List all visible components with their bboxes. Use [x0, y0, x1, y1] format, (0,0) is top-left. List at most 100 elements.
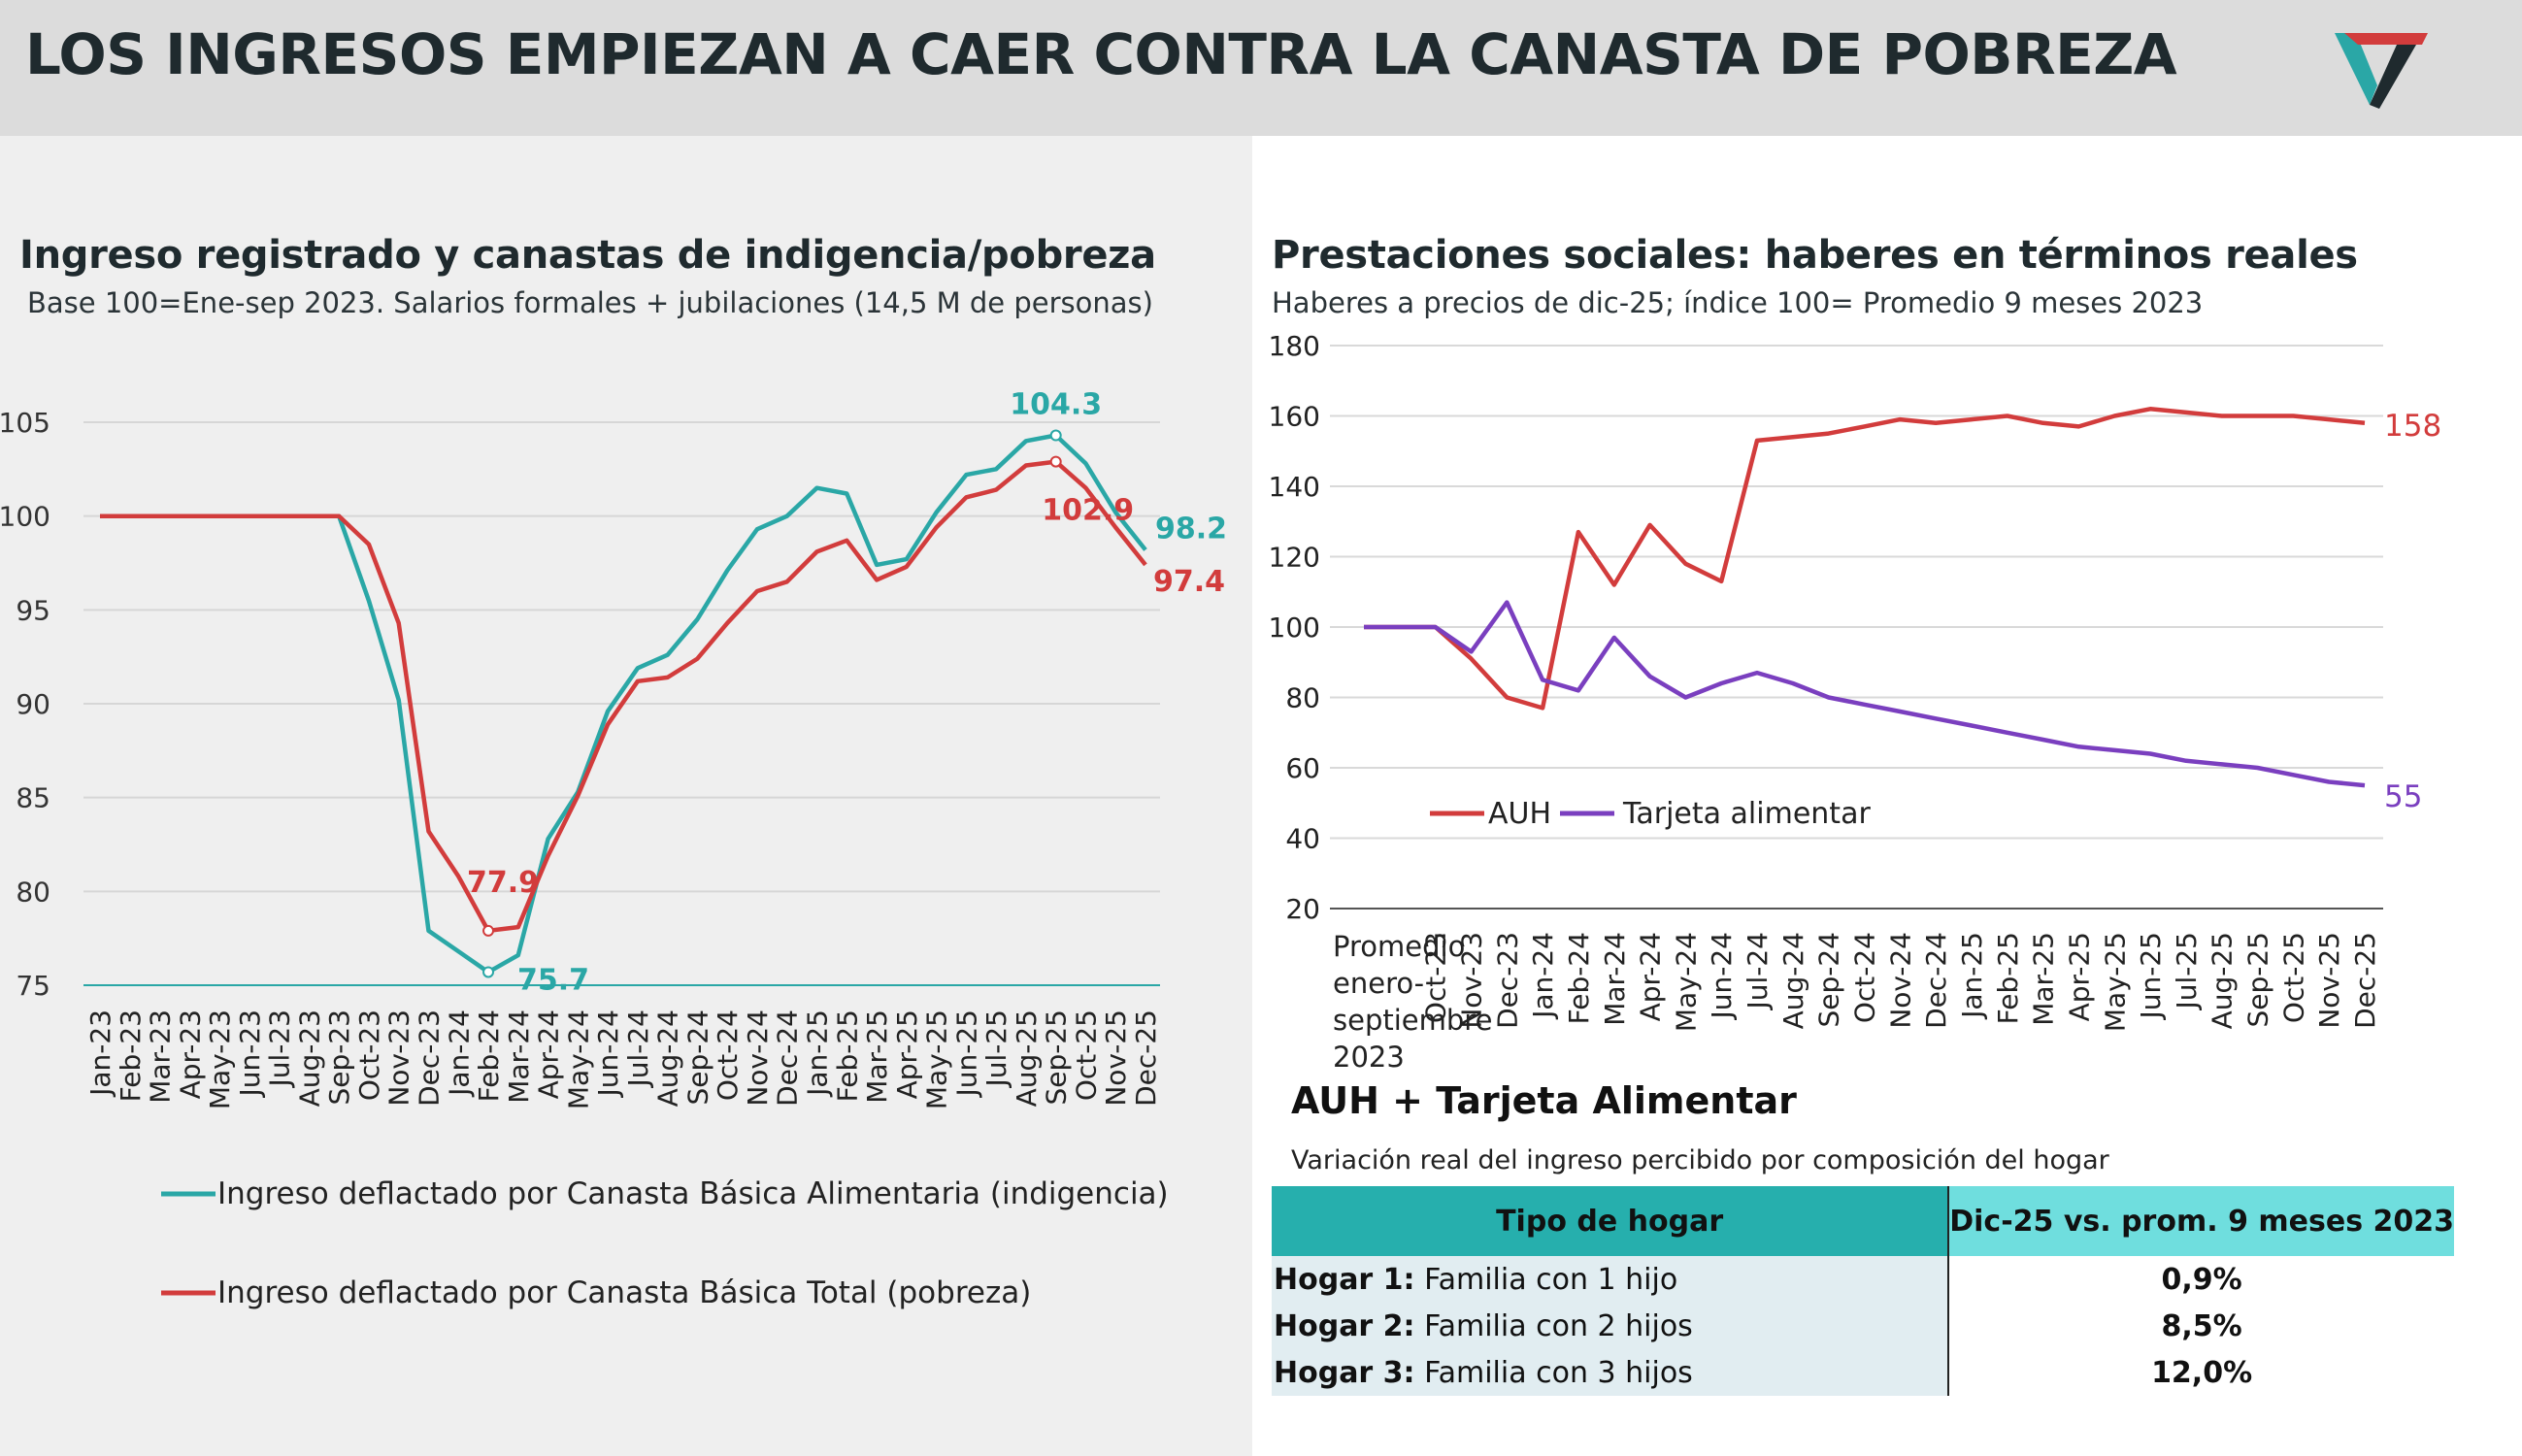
data-label: 75.7: [517, 963, 589, 997]
x-tick-label: Sep-24: [681, 1009, 713, 1106]
x-tick-label: Apr-25: [2063, 932, 2095, 1021]
x-tick-label: Dec-23: [1491, 932, 1523, 1029]
row-desc: Familia con 2 hijos: [1414, 1308, 1693, 1343]
x-tick-label: Dec-25: [1130, 1009, 1162, 1107]
x-tick-label: Dec-24: [1920, 932, 1952, 1029]
x-tick-label: May-25: [921, 1009, 953, 1109]
x-tick-label: Jul-25: [2171, 932, 2203, 1011]
x-tick-label: Nov-23: [383, 1009, 415, 1107]
data-label: 98.2: [1155, 512, 1227, 546]
x-tick-label: Oct-23: [353, 1009, 385, 1101]
legend-label: Tarjeta alimentar: [1622, 797, 1871, 831]
x-tick-label: Nov-23: [1455, 932, 1487, 1029]
table-header-row: Tipo de hogar Dic-25 vs. prom. 9 meses 2…: [1272, 1186, 2454, 1256]
x-tick-label: Mar-24: [503, 1009, 535, 1104]
y-tick-label: 20: [1285, 893, 1320, 925]
x-tick-label: Sep-23: [323, 1009, 355, 1106]
table-subtitle: Variación real del ingreso percibido por…: [1291, 1145, 2109, 1175]
y-tick-label: 60: [1285, 752, 1320, 784]
table-row: Hogar 2: Familia con 2 hijos 8,5%: [1272, 1303, 2454, 1349]
y-tick-label: 90: [16, 688, 50, 720]
header-bar: LOS INGRESOS EMPIEZAN A CAER CONTRA LA C…: [0, 0, 2522, 136]
left-chart-subtitle: Base 100=Ene-sep 2023. Salarios formales…: [27, 286, 1153, 319]
row-desc: Familia con 1 hijo: [1414, 1262, 1678, 1297]
logo-red-bar: [2344, 33, 2428, 45]
x-tick-label: Feb-24: [1563, 932, 1595, 1024]
x-tick-label: Feb-25: [1992, 932, 2024, 1024]
x-tick-label: May-25: [2099, 932, 2131, 1032]
y-tick-label: 100: [0, 501, 50, 533]
brand-logo-icon: [2335, 33, 2428, 109]
x-tick-label: Jul-25: [980, 1009, 1012, 1089]
y-tick-label: 95: [16, 594, 50, 626]
left-line-chart: 75 80 85 90 95 100 105 Jan-23Feb-23Mar-23Apr-23…: [0, 388, 1227, 1310]
table-row: Hogar 3: Familia con 3 hijos 12,0%: [1272, 1349, 2454, 1396]
x-tick-label: May-24: [562, 1009, 594, 1109]
row-label-cell: Hogar 3: Familia con 3 hijos: [1272, 1349, 1950, 1396]
x-tick-label: enero-: [1333, 967, 1424, 1000]
x-tick-label: Mar-25: [861, 1009, 893, 1104]
x-tick-label: Aug-25: [2207, 932, 2239, 1029]
x-tick-label: Mar-24: [1599, 932, 1631, 1026]
legend-label: AUH: [1488, 797, 1551, 831]
y-tick-label: 180: [1269, 330, 1320, 362]
row-label: Hogar 3:: [1274, 1355, 1415, 1390]
x-tick-label: Feb-24: [473, 1009, 505, 1102]
x-tick-label: Nov-25: [1100, 1009, 1132, 1107]
series-line-auh: [1364, 407, 2366, 711]
x-tick-label: Mar-25: [2028, 932, 2060, 1026]
x-tick-label: Aug-25: [1011, 1009, 1043, 1107]
x-tick-label: Jun-23: [234, 1009, 266, 1098]
marker-point: [482, 966, 495, 978]
x-tick-label: Jan-25: [1956, 932, 1988, 1020]
x-tick-label: Feb-23: [115, 1009, 147, 1102]
x-tick-label: Nov-25: [2313, 932, 2345, 1029]
y-tick-label: 40: [1285, 823, 1320, 855]
end-value-label: 158: [2384, 409, 2441, 444]
x-tick-label: Apr-24: [1635, 932, 1667, 1021]
x-tick-label: Jun-24: [1706, 932, 1738, 1020]
marker-point: [1049, 455, 1062, 468]
right-chart-subtitle: Haberes a precios de dic-25; índice 100=…: [1272, 286, 2204, 319]
row-label: Hogar 1:: [1274, 1262, 1415, 1297]
x-tick-label: Dec-25: [2349, 932, 2381, 1029]
x-tick-label: Dec-23: [413, 1009, 445, 1107]
left-panel: [0, 136, 1252, 1456]
row-label: Hogar 2:: [1274, 1308, 1415, 1343]
y-tick-label: 75: [16, 970, 50, 1002]
left-chart-title: Ingreso registrado y canastas de indigen…: [19, 233, 1156, 278]
series-line-tarjeta: [1364, 600, 2366, 788]
x-tick-label: Sep-24: [1813, 932, 1845, 1028]
x-tick-label: Jul-24: [622, 1009, 654, 1089]
right-chart-title: Prestaciones sociales: haberes en términ…: [1272, 233, 2358, 278]
row-desc: Familia con 3 hijos: [1414, 1355, 1693, 1390]
header-tipo-hogar: Tipo de hogar: [1272, 1186, 1950, 1256]
x-tick-label: Promedio: [1333, 930, 1465, 963]
legend-label: Ingreso deflactado por Canasta Básica To…: [217, 1275, 1031, 1310]
data-label: 102.9: [1042, 494, 1134, 528]
x-tick-label: Oct-25: [2277, 932, 2309, 1023]
y-tick-label: 120: [1269, 542, 1320, 574]
x-tick-label: Jul-24: [1742, 932, 1774, 1011]
household-table: Tipo de hogar Dic-25 vs. prom. 9 meses 2…: [1272, 1186, 2454, 1396]
legend-label: Ingreso deflactado por Canasta Básica Al…: [217, 1176, 1169, 1211]
x-tick-label: Oct-24: [1849, 932, 1881, 1023]
x-tick-label: May-23: [204, 1009, 236, 1109]
x-tick-label: Aug-23: [293, 1009, 325, 1107]
y-tick-label: 105: [0, 407, 50, 439]
data-label: 77.9: [467, 866, 539, 900]
y-tick-label: 85: [16, 782, 50, 814]
row-label-cell: Hogar 1: Familia con 1 hijo: [1272, 1256, 1950, 1303]
x-tick-label: Jan-25: [802, 1009, 834, 1098]
row-label-cell: Hogar 2: Familia con 2 hijos: [1272, 1303, 1950, 1349]
x-tick-label: Jan-24: [443, 1009, 475, 1098]
header-variacion: Dic-25 vs. prom. 9 meses 2023: [1948, 1186, 2454, 1256]
page-title: LOS INGRESOS EMPIEZAN A CAER CONTRA LA C…: [25, 21, 2177, 87]
x-tick-label: Jul-23: [264, 1009, 296, 1089]
x-tick-label: Nov-24: [742, 1009, 774, 1107]
x-tick-label: Feb-25: [831, 1009, 863, 1102]
x-tick-label: May-24: [1670, 932, 1702, 1032]
x-tick-label: Apr-24: [533, 1009, 565, 1099]
y-tick-label: 100: [1269, 612, 1320, 644]
x-tick-label: Apr-25: [891, 1009, 923, 1099]
